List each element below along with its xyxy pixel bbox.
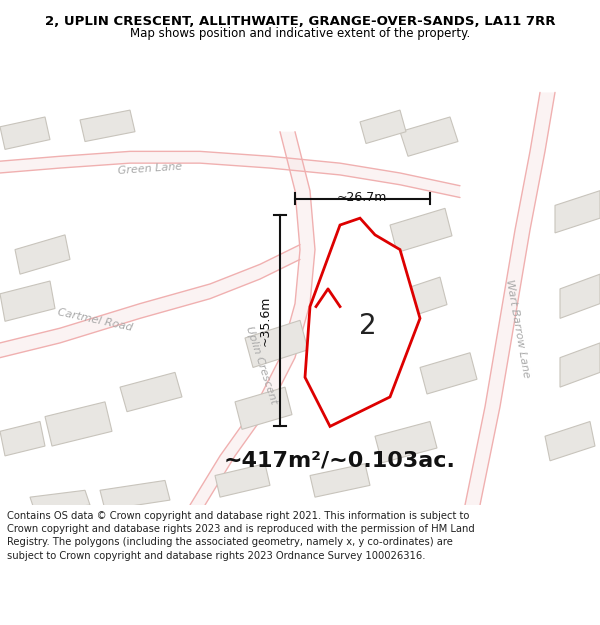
Polygon shape [420,352,477,394]
Polygon shape [45,402,112,446]
Polygon shape [0,281,55,321]
Text: ~26.7m: ~26.7m [337,191,387,204]
Polygon shape [235,387,292,429]
Text: Contains OS data © Crown copyright and database right 2021. This information is : Contains OS data © Crown copyright and d… [7,511,475,561]
Polygon shape [120,372,182,412]
Polygon shape [310,464,370,497]
Text: Map shows position and indicative extent of the property.: Map shows position and indicative extent… [130,27,470,40]
Polygon shape [375,421,437,462]
Polygon shape [0,151,460,198]
Polygon shape [560,274,600,318]
Polygon shape [100,481,170,510]
Polygon shape [555,191,600,233]
Polygon shape [15,235,70,274]
Polygon shape [80,110,135,141]
Polygon shape [0,117,50,149]
Polygon shape [305,218,420,426]
Text: 2: 2 [359,312,377,340]
Polygon shape [0,244,300,357]
Polygon shape [545,421,595,461]
Text: Uplin Crescent: Uplin Crescent [244,325,278,406]
Polygon shape [390,277,447,321]
Polygon shape [465,92,555,505]
Text: Wart Barrow Lane: Wart Barrow Lane [505,278,532,378]
Text: 2, UPLIN CRESCENT, ALLITHWAITE, GRANGE-OVER-SANDS, LA11 7RR: 2, UPLIN CRESCENT, ALLITHWAITE, GRANGE-O… [45,15,555,28]
Polygon shape [390,208,452,252]
Polygon shape [560,343,600,387]
Polygon shape [215,464,270,497]
Polygon shape [360,110,406,144]
Polygon shape [400,117,458,156]
Text: ~35.6m: ~35.6m [259,295,272,346]
Text: Green Lane: Green Lane [118,162,182,176]
Polygon shape [0,421,45,456]
Polygon shape [190,132,315,505]
Text: ~417m²/~0.103ac.: ~417m²/~0.103ac. [224,451,456,471]
Text: Cartmel Road: Cartmel Road [56,308,133,333]
Polygon shape [30,490,90,512]
Polygon shape [245,321,308,368]
